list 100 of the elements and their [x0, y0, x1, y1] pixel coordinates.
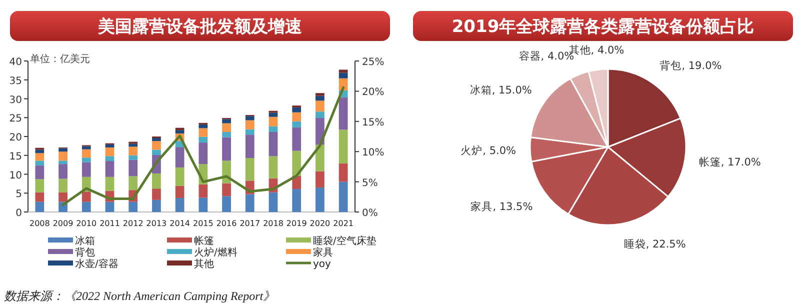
bar: [105, 147, 114, 156]
legend-label: 背包: [75, 246, 95, 258]
y-tick-label: 40: [9, 57, 22, 68]
x-tick-label: 2020: [310, 219, 330, 228]
y-tick-label: 35: [9, 76, 22, 87]
bar: [338, 78, 348, 90]
bar: [316, 112, 324, 118]
bar: [128, 144, 138, 147]
bar: [338, 163, 348, 182]
bar: [292, 121, 302, 128]
x-tick-label: 2011: [100, 219, 120, 228]
bar: [152, 200, 161, 212]
x-tick-label: 2013: [146, 219, 167, 228]
bar: [128, 146, 138, 156]
bar: [35, 153, 44, 161]
x-tick-label: 2010: [76, 219, 97, 228]
bar: [268, 156, 278, 178]
bar: [338, 130, 348, 164]
y-tick-label: 30: [9, 94, 22, 106]
y2-tick-label: 10%: [362, 148, 384, 159]
bar: [105, 161, 114, 177]
bar: [82, 192, 91, 202]
slice-label: 火炉, 5.0%: [460, 144, 516, 157]
y-tick-label: 15: [9, 151, 22, 162]
chart-title: 2019年全球露营各类露营设备份额占比: [452, 17, 754, 37]
legend-label: 其他: [194, 258, 214, 270]
x-tick-label: 2012: [122, 219, 144, 228]
bar: [58, 148, 68, 152]
bar: [105, 202, 114, 212]
bar: [222, 137, 231, 161]
bar: [245, 129, 254, 135]
bar: [35, 160, 44, 166]
bar: [316, 187, 324, 212]
legend-label: 家具: [313, 246, 333, 258]
bar: [292, 127, 302, 151]
legend-label: 帐篷: [194, 235, 214, 247]
legend-label: 冰箱: [75, 235, 95, 247]
bar: [292, 107, 302, 112]
bar: [222, 196, 231, 212]
bar: [268, 112, 278, 117]
source-note: 数据来源：《2022 North American Camping Report》: [4, 289, 276, 303]
bar: [245, 194, 254, 212]
bar: [82, 202, 91, 212]
x-tick-label: 2019: [286, 219, 307, 228]
x-tick-label: 2017: [240, 219, 260, 228]
bar: [82, 162, 91, 177]
x-tick-label: 2014: [170, 219, 190, 228]
y2-tick-label: 20%: [362, 87, 384, 98]
bar: [105, 144, 114, 148]
bar: [222, 123, 231, 132]
annotation: 单位：亿美元: [30, 53, 90, 65]
y-tick-label: 25: [9, 114, 22, 125]
bar: [316, 100, 324, 112]
y2-tick-label: 5%: [362, 178, 378, 189]
y2-tick-label: 0%: [362, 208, 378, 219]
bar: [268, 126, 278, 132]
y-tick-label: 10: [9, 170, 22, 182]
y-tick-label: 0: [16, 208, 22, 219]
legend-label: yoy: [313, 259, 332, 270]
bar: [316, 144, 324, 172]
bar: [128, 202, 138, 212]
bar: [292, 188, 302, 212]
x-tick-label: 2008: [30, 219, 50, 228]
bar: [198, 124, 208, 128]
bar: [105, 176, 114, 191]
bar: [105, 156, 114, 162]
bar: [245, 116, 254, 120]
bar: [58, 160, 68, 164]
x-tick-label: 2021: [333, 219, 354, 228]
bar: [58, 192, 68, 202]
x-tick-label: 2015: [193, 219, 214, 228]
bar: [175, 186, 184, 198]
bar: [245, 158, 254, 181]
bar: [35, 179, 44, 192]
chart-title: 美国露营设备批发额及增速: [97, 17, 302, 37]
x-tick-label: 2009: [52, 219, 74, 228]
y-tick-label: 20: [9, 132, 22, 144]
bar: [152, 188, 161, 200]
slice-label: 冰箱, 15.0%: [470, 83, 532, 96]
bar: [222, 183, 231, 196]
bar: [152, 138, 161, 142]
bar: [292, 150, 302, 176]
bar: [35, 202, 44, 212]
slice-label: 帐篷, 17.0%: [698, 155, 761, 168]
bar: [198, 184, 208, 198]
bar: [198, 198, 208, 212]
bar: [152, 173, 161, 189]
bar: [175, 130, 184, 134]
y2-tick-label: 25%: [362, 57, 384, 68]
bar: [222, 119, 231, 124]
bar: [268, 192, 278, 212]
legend-label: 睡袋/空气床垫: [313, 235, 376, 247]
bar: [35, 192, 44, 202]
x-tick-label: 2018: [263, 219, 284, 228]
bar: [152, 150, 161, 155]
bar: [58, 152, 68, 161]
slice-label: 背包, 19.0%: [660, 58, 722, 72]
legend-label: 水壶/容器: [75, 258, 118, 270]
slice-label: 家具, 13.5%: [470, 200, 533, 213]
bar: [338, 72, 348, 78]
